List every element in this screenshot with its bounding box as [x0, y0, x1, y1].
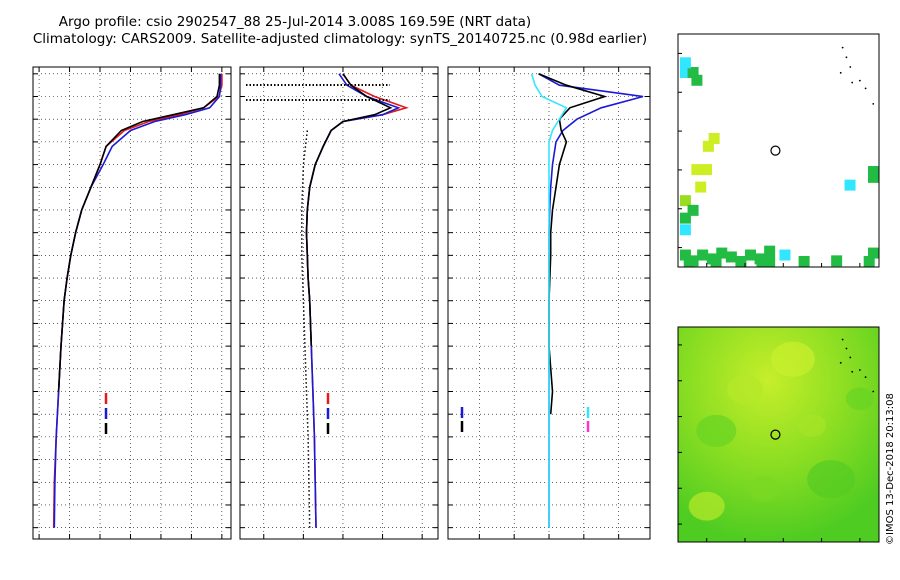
coastline-speck: [839, 361, 842, 364]
coastline-speck: [849, 66, 852, 68]
coastline-speck: [841, 338, 844, 341]
coastline-speck: [845, 56, 848, 59]
profile-location-marker: [770, 145, 781, 156]
map-frame: [677, 326, 880, 543]
sst-cell: [798, 256, 810, 267]
sst-cell: [831, 255, 843, 267]
coastline-speck: [858, 79, 861, 82]
sla-blob: [807, 460, 856, 499]
coastline-speck: [851, 81, 854, 84]
sst-cell: [745, 249, 756, 261]
coastline-speck: [864, 376, 867, 379]
plot-frame: [32, 66, 232, 540]
sla-blob: [727, 375, 763, 405]
header-line1: Argo profile: csio 2902547_88 25-Jul-201…: [59, 14, 531, 30]
sst-cell: [695, 181, 707, 193]
sst-cell: [868, 247, 879, 259]
salinity-panel: [239, 66, 439, 540]
header-line2: Climatology: CARS2009. Satellite-adjuste…: [33, 31, 647, 47]
coastline-speck: [872, 103, 875, 105]
coastline-speck: [841, 46, 844, 49]
sst-cell: [691, 164, 703, 176]
profile-location-marker: [770, 429, 781, 440]
sst-cell: [679, 195, 691, 207]
sst-cell: [708, 133, 720, 145]
sst-cell: [863, 256, 875, 267]
sst-map-panel: [677, 33, 880, 268]
imos-watermark: ©IMOS 13-Dec-2018 20:13:08: [885, 393, 896, 545]
sst-cell: [679, 224, 691, 236]
sst-cell: [679, 249, 691, 261]
sla-blob: [798, 414, 826, 437]
sla-map-panel: [677, 326, 880, 543]
sst-cell: [679, 212, 691, 224]
sst-cell: [844, 179, 856, 191]
coastline-speck: [872, 390, 875, 393]
sst-cell: [702, 140, 714, 152]
sla-blob: [770, 341, 815, 377]
sst-cell: [764, 256, 776, 267]
sst-cell: [710, 256, 722, 267]
coastline-speck: [839, 71, 842, 74]
sla-blob: [696, 414, 737, 447]
series-line-2: [530, 73, 568, 528]
sst-cell: [756, 256, 768, 267]
sst-cell: [868, 166, 879, 178]
sla-blob: [688, 491, 725, 521]
plot-frame: [239, 66, 439, 540]
series-line-2: [305, 73, 393, 347]
sst-cell: [700, 164, 712, 176]
sst-cell: [683, 256, 695, 267]
sst-cell: [687, 67, 699, 79]
sst-cell: [735, 256, 747, 267]
sst-cell: [691, 74, 703, 86]
sla-blob: [845, 387, 874, 410]
sst-cell: [697, 249, 709, 261]
sst-cell: [868, 171, 879, 183]
sst-cell: [779, 249, 791, 261]
map-frame: [677, 33, 880, 268]
sst-cell: [687, 204, 699, 216]
coastline-speck: [845, 347, 848, 350]
sst-cell: [725, 251, 737, 263]
coastline-speck: [858, 369, 861, 371]
coastline-speck: [864, 87, 867, 90]
series-line-2: [57, 73, 221, 392]
difference-panel: [447, 66, 651, 540]
sst-cell: [679, 57, 691, 69]
coastline-speck: [851, 370, 854, 373]
temperature-panel: [32, 66, 232, 540]
sst-cell: [764, 245, 776, 257]
sla-blob: [748, 475, 781, 502]
sst-cell: [716, 247, 728, 259]
sst-cell: [679, 67, 691, 79]
coastline-speck: [849, 356, 852, 359]
